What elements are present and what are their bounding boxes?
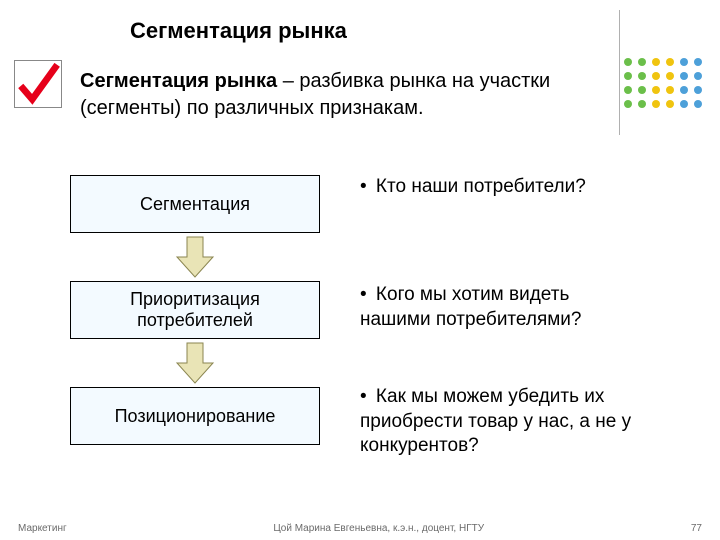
decor-dot	[694, 72, 702, 80]
footer-right: 77	[691, 523, 702, 534]
decor-dot	[694, 58, 702, 66]
vertical-divider	[619, 10, 620, 135]
decor-dot	[694, 100, 702, 108]
dot-grid-decoration	[624, 58, 712, 110]
checkmark-icon	[14, 60, 62, 108]
definition-term: Сегментация рынка	[80, 70, 277, 92]
flow-step-label: Приоритизация потребителей	[77, 289, 313, 331]
flow-step-box: Позиционирование	[70, 387, 320, 445]
slide-footer: Маркетинг Цой Марина Евгеньевна, к.э.н.,…	[0, 523, 720, 534]
bullet-icon: •	[360, 284, 367, 305]
bullet-icon: •	[360, 386, 367, 407]
flow-step-label: Позиционирование	[115, 406, 276, 427]
question-text: Кого мы хотим видеть	[371, 284, 570, 305]
decor-dot	[652, 100, 660, 108]
decor-dot	[624, 100, 632, 108]
question-item: • Кого мы хотим видеть нашими потребител…	[360, 283, 581, 332]
definition-text: Сегментация рынка – разбивка рынка на уч…	[80, 68, 580, 122]
decor-dot	[680, 72, 688, 80]
footer-left: Маркетинг	[18, 523, 67, 534]
decor-dot	[680, 86, 688, 94]
decor-dot	[652, 72, 660, 80]
flow-step-box: Приоритизация потребителей	[70, 281, 320, 339]
footer-center: Цой Марина Евгеньевна, к.э.н., доцент, Н…	[273, 523, 484, 534]
decor-dot	[638, 58, 646, 66]
decor-dot	[666, 72, 674, 80]
decor-dot	[666, 100, 674, 108]
decor-dot	[624, 86, 632, 94]
decor-dot	[694, 86, 702, 94]
decor-dot	[680, 100, 688, 108]
decor-dot	[666, 86, 674, 94]
flow-step-label: Сегментация	[140, 194, 250, 215]
question-text: нашими потребителями?	[360, 309, 581, 330]
slide-title: Сегментация рынка	[130, 18, 347, 44]
decor-dot	[638, 72, 646, 80]
decor-dot	[624, 58, 632, 66]
decor-dot	[652, 86, 660, 94]
decor-dot	[638, 100, 646, 108]
question-text: Как мы можем убедить их приобрести товар…	[360, 386, 631, 456]
decor-dot	[680, 58, 688, 66]
flow-step-box: Сегментация	[70, 175, 320, 233]
flow-arrow-icon	[70, 339, 320, 387]
question-item: • Как мы можем убедить их приобрести тов…	[360, 385, 700, 459]
decor-dot	[666, 58, 674, 66]
flow-arrow-icon	[70, 233, 320, 281]
bullet-icon: •	[360, 176, 367, 197]
question-text: Кто наши потребители?	[371, 176, 586, 197]
decor-dot	[652, 58, 660, 66]
flow-column: Сегментация Приоритизация потребителей Поз…	[70, 175, 320, 445]
decor-dot	[624, 72, 632, 80]
decor-dot	[638, 86, 646, 94]
question-item: • Кто наши потребители?	[360, 175, 586, 200]
